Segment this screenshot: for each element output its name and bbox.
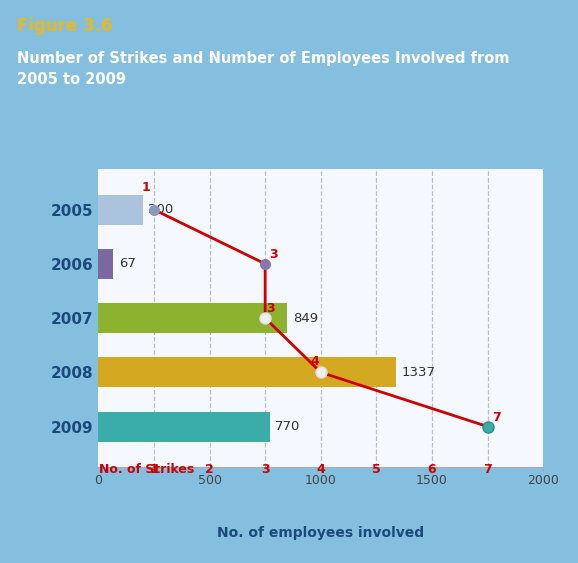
Text: 7: 7: [483, 463, 492, 476]
Text: 2: 2: [205, 463, 214, 476]
Text: 1: 1: [150, 463, 158, 476]
Text: 770: 770: [275, 420, 301, 433]
Bar: [98, 195, 143, 225]
Bar: [98, 412, 269, 441]
X-axis label: No. of employees involved: No. of employees involved: [217, 526, 424, 540]
Text: Figure 3.6: Figure 3.6: [17, 17, 113, 35]
Bar: [98, 249, 113, 279]
Text: 3: 3: [266, 302, 275, 315]
Text: 5: 5: [372, 463, 381, 476]
Text: 6: 6: [428, 463, 436, 476]
Text: 3: 3: [269, 248, 278, 261]
Text: 200: 200: [149, 203, 173, 216]
Text: 1337: 1337: [401, 366, 435, 379]
Text: 4: 4: [311, 355, 320, 368]
Text: 3: 3: [261, 463, 269, 476]
Text: 849: 849: [292, 311, 318, 325]
Bar: [98, 303, 287, 333]
Text: 7: 7: [492, 411, 501, 424]
Text: No. of Strikes: No. of Strikes: [99, 463, 195, 476]
Bar: [98, 358, 396, 387]
Text: 4: 4: [316, 463, 325, 476]
Text: 67: 67: [118, 257, 136, 270]
Text: Number of Strikes and Number of Employees Involved from
2005 to 2009: Number of Strikes and Number of Employee…: [17, 51, 510, 87]
Text: 1: 1: [142, 181, 150, 194]
